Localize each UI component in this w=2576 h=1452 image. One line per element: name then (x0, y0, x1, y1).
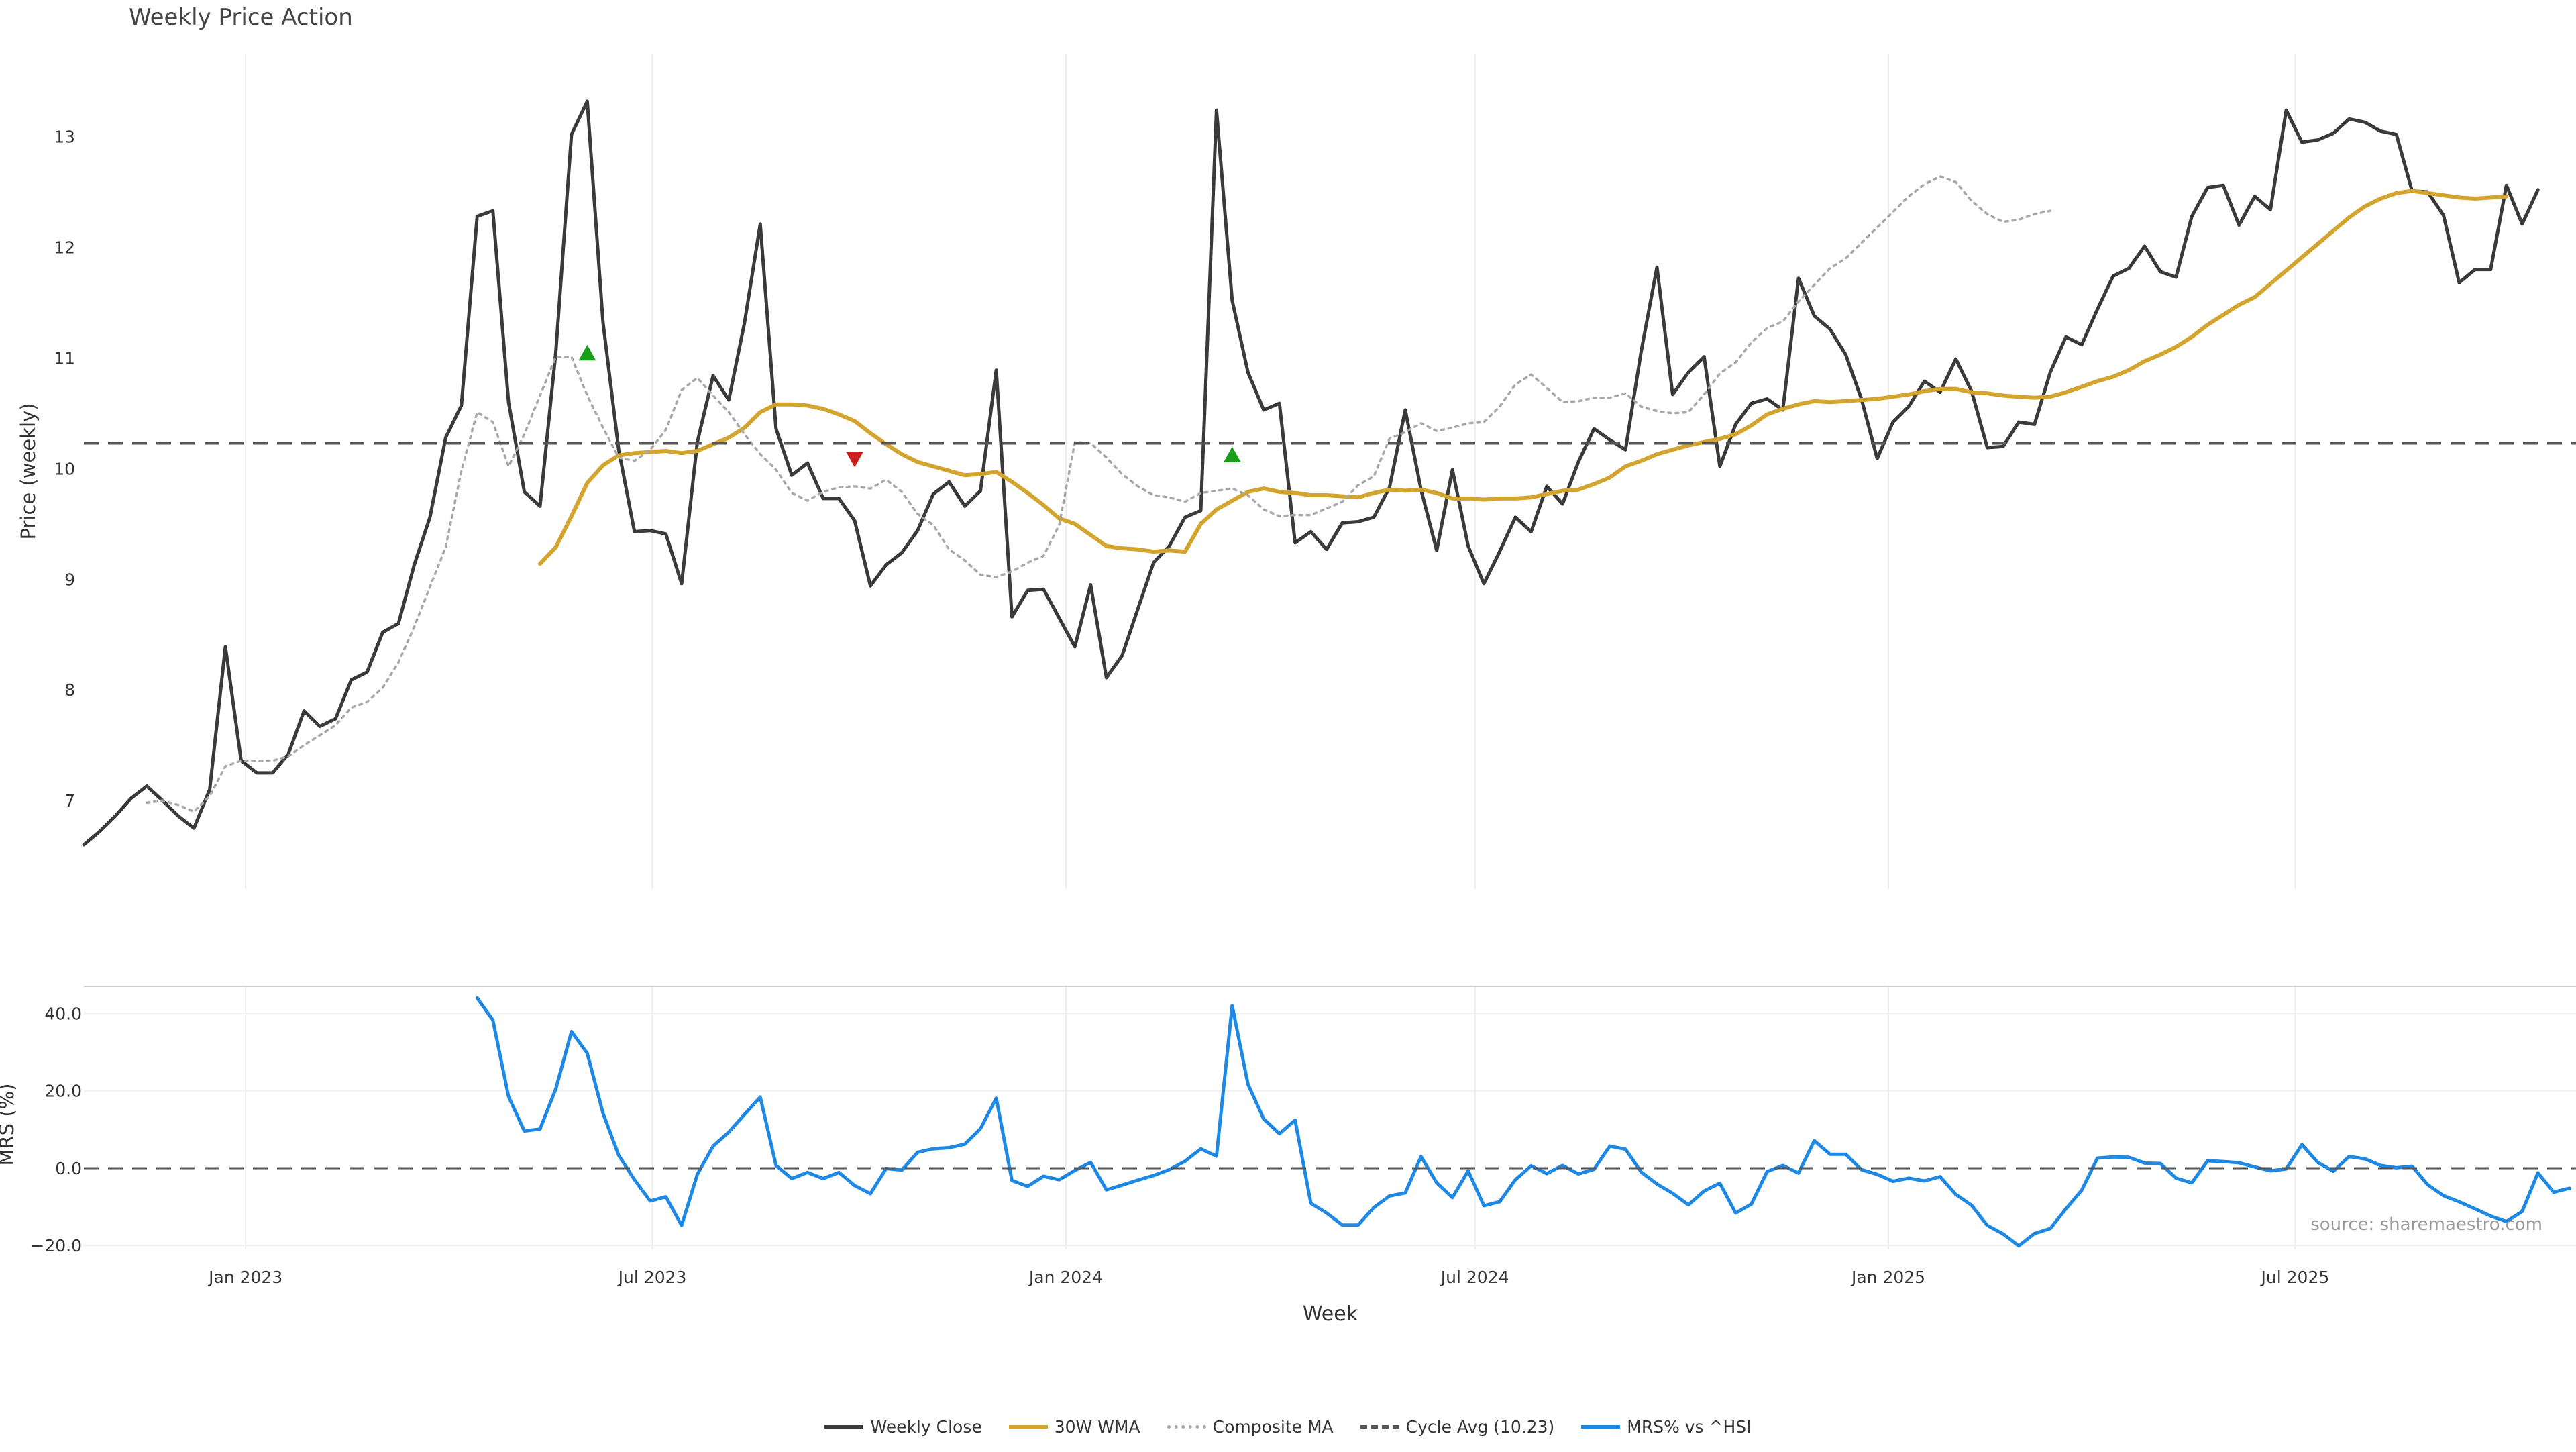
legend-label: MRS% vs ^HSI (1627, 1417, 1752, 1437)
price-y-tick-label: 9 (64, 570, 75, 589)
mrs-y-tick-label: 20.0 (44, 1082, 82, 1101)
legend-swatch (1008, 1425, 1048, 1429)
price-y-tick-label: 8 (64, 680, 75, 700)
legend-swatch (824, 1425, 864, 1429)
x-tick-label: Jul 2024 (1440, 1267, 1509, 1287)
price-y-tick-label: 12 (54, 238, 75, 258)
wma-30w-line (538, 189, 2509, 566)
mrs-y-tick-label: −20.0 (30, 1236, 82, 1255)
legend-item: MRS% vs ^HSI (1581, 1417, 1752, 1437)
price-y-axis-label: Price (weekly) (17, 403, 40, 539)
weekly-close-line (82, 99, 2540, 847)
buy-signal-marker (578, 344, 596, 361)
x-tick-label: Jan 2024 (1028, 1267, 1103, 1287)
buy-signal-marker (1223, 446, 1241, 462)
mrs-y-axis-label: MRS (%) (0, 1084, 18, 1166)
mrs-y-tick-label: 40.0 (44, 1004, 82, 1023)
price-y-tick-label: 10 (54, 459, 75, 478)
price-y-tick-label: 13 (54, 127, 75, 147)
composite-ma-line (146, 175, 2052, 813)
price-y-tick-label: 11 (54, 348, 75, 368)
legend-item: Cycle Avg (10.23) (1360, 1417, 1555, 1437)
x-tick-label: Jan 2023 (207, 1267, 282, 1287)
x-tick-label: Jan 2025 (1850, 1267, 1925, 1287)
legend-item: Weekly Close (824, 1417, 982, 1437)
x-axis-label: Week (1303, 1302, 1358, 1326)
legend-label: Weekly Close (870, 1417, 982, 1437)
mrs-line (475, 996, 2571, 1248)
x-tick-label: Jul 2025 (2260, 1267, 2330, 1287)
sell-signal-marker (846, 452, 864, 468)
source-note: source: sharemaestro.com (2310, 1214, 2542, 1235)
legend-label: Composite MA (1212, 1417, 1334, 1437)
legend-label: 30W WMA (1054, 1417, 1140, 1437)
legend-label: Cycle Avg (10.23) (1405, 1417, 1555, 1437)
x-tick-label: Jul 2023 (617, 1267, 687, 1287)
price-y-tick-label: 7 (64, 791, 75, 811)
legend-swatch (1360, 1425, 1399, 1429)
chart-title: Weekly Price Action (129, 4, 353, 31)
legend-swatch (1167, 1425, 1206, 1429)
legend-item: 30W WMA (1008, 1417, 1140, 1437)
legend-swatch (1581, 1425, 1621, 1429)
legend: Weekly Close 30W WMA Composite MA Cycle Avg… (0, 1417, 2576, 1437)
mrs-y-tick-label: 0.0 (55, 1159, 82, 1178)
legend-item: Composite MA (1167, 1417, 1334, 1437)
